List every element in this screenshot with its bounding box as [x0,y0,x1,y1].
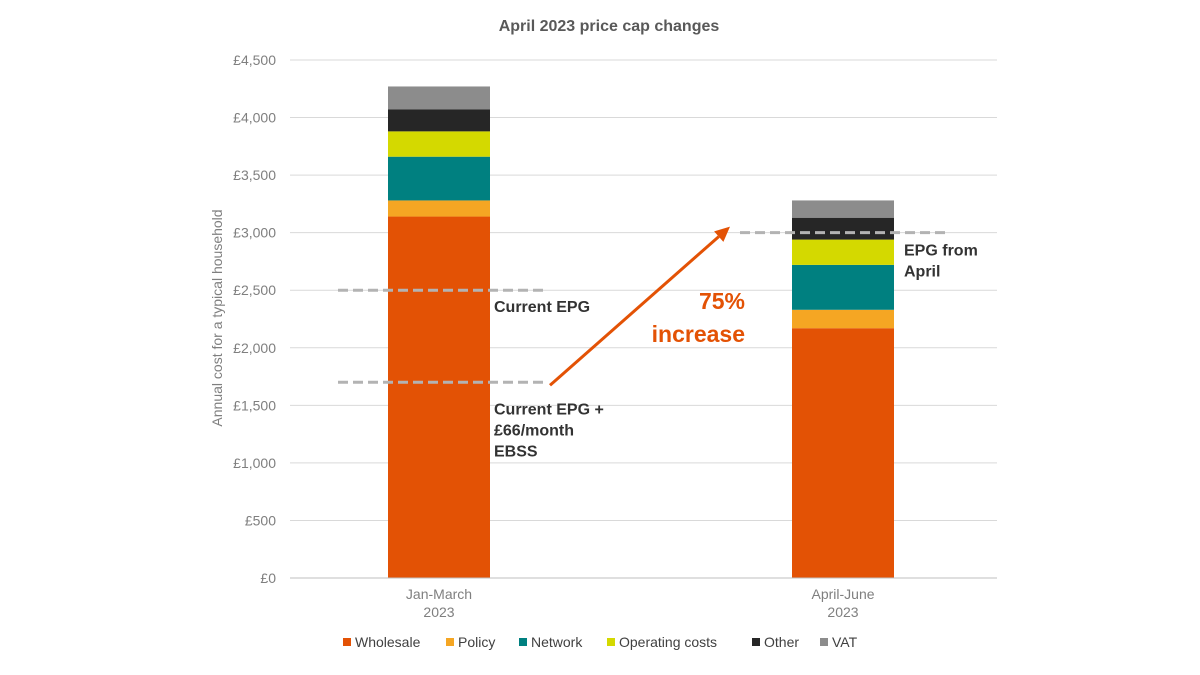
bar-segment-policy [792,309,894,329]
y-tick-label: £500 [245,512,276,528]
bar-segment-operating-costs [388,131,490,157]
x-tick-label-line: 2023 [827,604,858,620]
reference-line-label-line: £66/month [494,422,574,439]
bar-segment-policy [388,200,490,217]
bar-segment-network [388,156,490,201]
legend-swatch [343,638,351,646]
y-tick-label: £3,000 [233,225,276,241]
reference-line-label: Current EPG + £66/month EBSS [494,401,604,460]
y-axis-label: Annual cost for a typical household [209,209,225,426]
legend-label: VAT [832,634,858,650]
callout-text-line: increase [652,321,745,347]
y-tick-label: £1,000 [233,455,276,471]
reference-line-label-line: Current EPG [494,299,590,316]
y-tick-label: £2,500 [233,282,276,298]
x-tick-label: Jan-March 2023 [406,586,472,620]
reference-line-label: EPG from April [904,243,978,281]
callout-text-line: 75% [699,288,745,314]
reference-line-label-line: EBSS [494,443,538,460]
x-axis-ticks: Jan-March 2023 April-June 2023 [406,586,875,620]
bar-segment-operating-costs [792,239,894,265]
legend-swatch [607,638,615,646]
bar-segment-network [792,264,894,310]
x-tick-label-line: 2023 [423,604,454,620]
legend-swatch [752,638,760,646]
legend-swatch [519,638,527,646]
y-axis-ticks: £0 £500 £1,000 £1,500 £2,000 £2,500 £3,000 £3,5… [233,52,276,586]
legend-label: Policy [458,634,495,650]
bar-segment-vat [792,200,894,218]
y-tick-label: £3,500 [233,167,276,183]
increase-callout: 75% increase [652,288,745,347]
y-tick-label: £4,000 [233,110,276,126]
reference-line-label-line: April [904,264,940,281]
y-tick-label: £1,500 [233,397,276,413]
reference-line-label-line: EPG from [904,243,978,260]
legend-swatch [446,638,454,646]
stacked-bars [388,86,894,578]
legend-label: Wholesale [355,634,421,650]
reference-line-label-line: Current EPG + [494,401,604,418]
legend-label: Network [531,634,583,650]
bar-segment-wholesale [792,328,894,578]
bar-segment-other [388,109,490,132]
x-tick-label-line: Jan-March [406,586,472,602]
bar-segment-other [792,217,894,240]
bar-segment-wholesale [388,216,490,578]
bar-segment-vat [388,86,490,110]
callout-text: 75% increase [652,288,745,347]
legend-label: Operating costs [619,634,717,650]
y-tick-label: £4,500 [233,52,276,68]
reference-lines: Current EPG Current EPG + £66/month EBSS EPG… [338,231,978,460]
x-tick-label: April-June 2023 [811,586,874,620]
arrow-shaft [549,235,720,387]
arrow-head [714,226,730,242]
legend-label: Other [764,634,799,650]
legend-swatch [820,638,828,646]
y-tick-label: £2,000 [233,340,276,356]
x-tick-label-line: April-June [811,586,874,602]
chart-title: April 2023 price cap changes [499,18,720,35]
reference-line-label: Current EPG [494,299,590,316]
increase-arrow [549,226,730,387]
y-tick-label: £0 [260,570,276,586]
legend: Wholesale Policy Network Operating costs Oth… [343,634,858,650]
